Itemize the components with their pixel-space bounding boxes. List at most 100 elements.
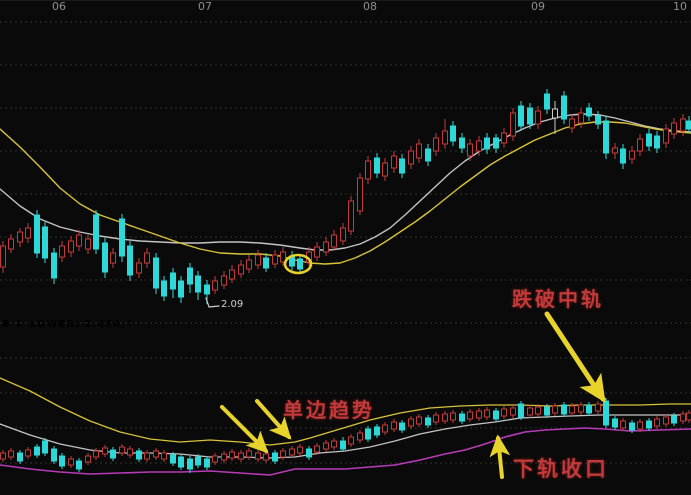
low-price-label: 2.09 [221, 300, 243, 310]
candle [562, 402, 567, 417]
candle [137, 258, 142, 278]
candle [120, 444, 125, 456]
candle [9, 448, 14, 460]
candle [179, 276, 184, 303]
candle [630, 146, 635, 164]
candle [77, 230, 82, 251]
candle [298, 254, 303, 273]
candle [579, 402, 584, 415]
candle [664, 414, 669, 427]
candle [494, 408, 499, 422]
candle [545, 89, 550, 114]
candle [94, 210, 99, 254]
candle [35, 444, 40, 458]
candle [298, 444, 303, 456]
annotation-one-sided-trend: 单边趋势 [283, 400, 375, 420]
candle [60, 453, 65, 469]
arrow-lower-band-up [498, 438, 502, 477]
candle [222, 271, 227, 289]
x-axis-label-08: 08 [363, 1, 377, 12]
candle [307, 446, 312, 460]
candle [638, 134, 643, 156]
candle [239, 260, 244, 278]
candle [43, 222, 48, 263]
candle [375, 153, 380, 178]
candle [69, 456, 74, 468]
arrow-trend-1 [222, 407, 266, 451]
annotation-arrows [222, 314, 603, 477]
candle [349, 434, 354, 447]
candle [392, 151, 397, 173]
candle [443, 119, 448, 149]
candle [162, 450, 167, 462]
candle [417, 414, 422, 427]
candle [468, 139, 473, 161]
candle [358, 430, 363, 443]
candle [154, 253, 159, 294]
candle [400, 154, 405, 178]
low-price-pointer [206, 298, 219, 307]
candle [375, 424, 380, 438]
candle [213, 276, 218, 294]
candle [579, 108, 584, 128]
candle [562, 91, 567, 124]
candle [9, 234, 14, 253]
candle [60, 241, 65, 262]
candle [290, 251, 295, 271]
candle [409, 146, 414, 169]
candle [451, 121, 456, 146]
candle [239, 450, 244, 462]
candle [477, 408, 482, 421]
x-axis-label-07: 07 [198, 1, 212, 12]
x-axis-label-10: 10 [673, 1, 687, 12]
candle [570, 114, 575, 133]
candle [460, 411, 465, 424]
candle [647, 129, 652, 151]
candle [77, 458, 82, 472]
candle [18, 450, 23, 464]
candle [687, 116, 691, 133]
candle [604, 398, 609, 428]
candle [35, 210, 40, 258]
candle [434, 412, 439, 425]
candle [621, 418, 626, 431]
candle [52, 248, 57, 284]
candle [443, 411, 448, 424]
candle [196, 271, 201, 300]
candle [341, 437, 346, 452]
candle [52, 446, 57, 464]
candle [273, 250, 278, 268]
indicator-value-label: 8 ↓LOWER: 2.454 ↑ [2, 320, 141, 330]
candle [188, 263, 193, 293]
candle [1, 450, 6, 462]
candle [647, 418, 652, 431]
candle [332, 438, 337, 450]
candle [332, 230, 337, 251]
candle [358, 173, 363, 215]
candle [613, 143, 618, 159]
candle [451, 410, 456, 423]
candle [103, 238, 108, 278]
candle [128, 241, 133, 281]
candle [1, 241, 6, 273]
candle [179, 454, 184, 470]
annotation-break-middle-band: 跌破中轨 [512, 289, 604, 309]
candle [553, 403, 558, 416]
candle [587, 402, 592, 416]
candle [188, 456, 193, 473]
candle [400, 420, 405, 433]
candle [383, 158, 388, 181]
candle [43, 438, 48, 456]
candle [222, 451, 227, 463]
candle [247, 448, 252, 460]
candle [69, 236, 74, 257]
candle [256, 450, 261, 462]
candle [324, 440, 329, 452]
candle [468, 409, 473, 422]
candle [264, 253, 269, 272]
candle [536, 106, 541, 129]
candle [111, 447, 116, 461]
candle [528, 405, 533, 418]
candle [324, 237, 329, 256]
